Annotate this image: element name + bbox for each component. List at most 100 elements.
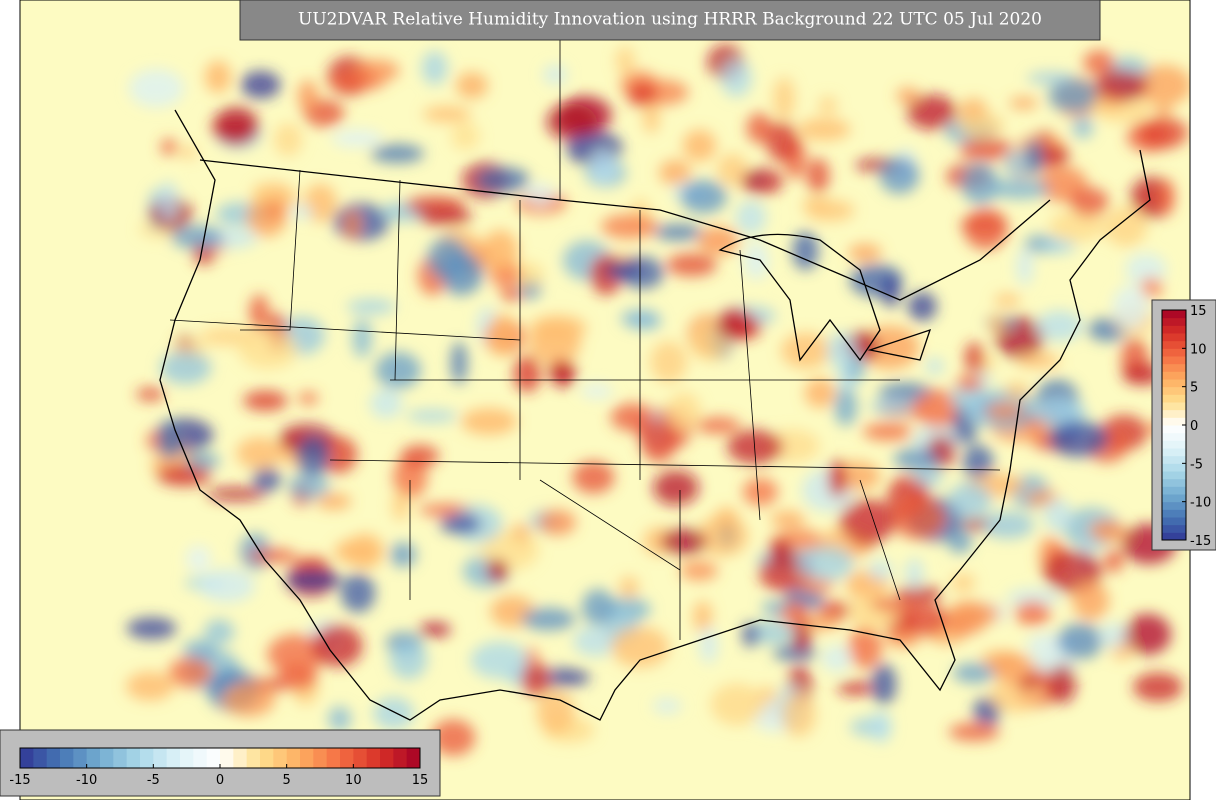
field-blob — [343, 209, 362, 240]
field-blob — [422, 105, 472, 123]
field-blob — [1112, 285, 1150, 329]
field-blob — [240, 70, 281, 99]
field-blob — [1125, 253, 1167, 286]
field-blob — [1155, 105, 1172, 118]
field-blob — [827, 332, 857, 369]
field-blob — [1069, 187, 1109, 217]
field-blob — [450, 341, 468, 385]
colorbar-tick-label: 15 — [412, 773, 429, 788]
field-blob — [860, 325, 920, 370]
field-blob — [907, 94, 957, 130]
field-blob — [1005, 382, 1029, 400]
field-blob — [487, 313, 516, 357]
field-blob — [186, 545, 211, 572]
field-blob — [948, 482, 992, 519]
field-blob — [947, 529, 973, 554]
field-blob — [735, 200, 767, 235]
colorbar-segment — [1162, 310, 1186, 319]
colorbar-tick-label: 15 — [1190, 304, 1207, 319]
field-blob — [1024, 139, 1043, 176]
field-blob — [699, 627, 718, 664]
colorbar-segment — [1162, 325, 1186, 334]
field-blob — [952, 663, 996, 684]
field-blob — [373, 696, 415, 730]
field-blob — [1049, 210, 1105, 243]
field-blob — [798, 615, 841, 631]
field-blob — [536, 690, 575, 734]
colorbar-segment — [233, 748, 248, 768]
colorbar-segment — [60, 748, 74, 768]
field-blob — [1072, 116, 1094, 139]
field-blob — [642, 102, 660, 134]
field-blob — [346, 299, 396, 315]
field-blob — [184, 452, 221, 470]
colorbar-tick-label: 0 — [1190, 419, 1198, 434]
field-blob — [804, 378, 836, 408]
field-blob — [958, 112, 1005, 139]
field-blob — [913, 464, 943, 488]
field-blob — [1138, 117, 1189, 149]
field-blob — [431, 719, 476, 756]
field-blob — [312, 624, 363, 667]
field-blob — [802, 196, 832, 212]
colorbar-segment — [340, 748, 354, 768]
field-blob — [421, 50, 448, 85]
field-blob — [1036, 310, 1083, 342]
field-blob — [523, 183, 557, 208]
colorbar-segment — [286, 748, 301, 768]
field-blob — [727, 429, 784, 465]
colorbar-segment — [1162, 432, 1186, 441]
field-blob — [742, 477, 778, 507]
field-blob — [806, 157, 830, 194]
field-blob — [961, 163, 1000, 205]
colorbar-tick-label: 0 — [216, 773, 224, 788]
field-blob — [290, 205, 314, 219]
field-blob — [238, 330, 298, 370]
field-blob — [543, 65, 568, 85]
field-blob — [168, 657, 213, 688]
colorbar-segment — [1162, 417, 1186, 426]
field-blob — [742, 622, 760, 648]
field-blob — [963, 207, 1008, 250]
field-blob — [964, 341, 985, 374]
field-blob — [697, 226, 739, 256]
field-blob — [136, 387, 165, 402]
field-blob — [418, 622, 452, 637]
field-blob — [400, 444, 440, 468]
colorbar-segment — [1162, 348, 1186, 357]
colorbar-tick-label: 5 — [1190, 381, 1198, 396]
field-blob — [761, 600, 788, 615]
field-blob — [894, 601, 948, 636]
colorbar-segment — [406, 748, 421, 768]
field-blob — [870, 397, 913, 416]
field-blob — [352, 318, 372, 358]
colorbar-segment — [1162, 363, 1186, 372]
field-blob — [1016, 248, 1034, 286]
colorbar-segment — [1162, 501, 1186, 510]
colorbar-tick-label: -15 — [1190, 534, 1211, 549]
field-blob — [693, 600, 713, 633]
field-blob — [160, 138, 178, 156]
field-blob — [750, 621, 794, 645]
field-blob — [340, 573, 376, 613]
field-blob — [1072, 581, 1110, 621]
colorbar-segment — [180, 748, 194, 768]
field-blob — [717, 308, 754, 341]
field-blob — [1089, 519, 1125, 541]
field-blob — [1006, 588, 1061, 607]
field-blob — [1048, 420, 1109, 458]
colorbar-segment — [1162, 455, 1186, 464]
field-blob — [589, 149, 619, 185]
field-blob — [204, 619, 235, 645]
colorbar-segment — [1162, 532, 1186, 541]
field-blob — [956, 375, 983, 392]
field-blob — [948, 602, 1001, 626]
field-blob — [236, 437, 283, 470]
field-blob — [205, 60, 232, 94]
field-blob — [451, 122, 480, 151]
field-blob — [1048, 664, 1076, 704]
field-blob — [331, 129, 384, 148]
field-blob — [1099, 623, 1130, 649]
field-blob — [1016, 353, 1061, 369]
